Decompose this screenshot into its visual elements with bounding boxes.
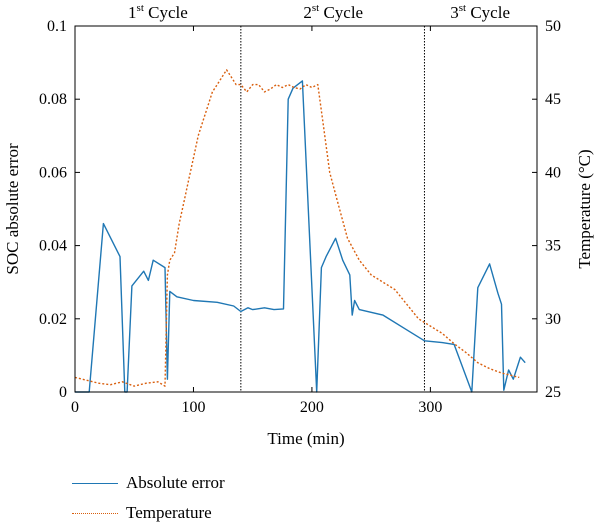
legend-item-absolute-error: Absolute error (72, 468, 225, 498)
legend-swatch-temperature (72, 512, 118, 514)
x-tick-label: 300 (418, 399, 442, 416)
legend: Absolute error Temperature (72, 468, 225, 528)
legend-swatch-absolute-error (72, 482, 118, 484)
y-right-tick-label: 35 (545, 238, 561, 255)
legend-label-temperature: Temperature (126, 503, 212, 522)
series-line-temperature (74, 69, 520, 387)
x-tick-label: 100 (181, 399, 205, 416)
cycle-label: 2st Cycle (303, 2, 363, 22)
y-right-tick-label: 25 (545, 384, 561, 401)
y-right-axis-label: Temperature (°C) (575, 149, 594, 268)
y-right-tick-label: 45 (545, 91, 561, 108)
cycle-label: 3st Cycle (450, 2, 510, 22)
series-line-absolute-error (75, 80, 526, 393)
series-layer (74, 69, 526, 393)
y-left-tick-label: 0.1 (47, 18, 67, 35)
x-tick-label: 200 (300, 399, 324, 416)
cycle-boundaries (240, 26, 425, 392)
x-axis-label: Time (min) (267, 429, 344, 448)
chart-svg: 0 100 200 300 0 0.02 0.04 0.06 0.08 0.1 25 30 35 40 45… (3, 2, 594, 448)
y-left-tick-label: 0.08 (39, 91, 67, 108)
labels: Time (min) SOC absolute error Temperature … (3, 2, 594, 448)
y-left-axis-label: SOC absolute error (3, 143, 22, 275)
legend-item-temperature: Temperature (72, 498, 225, 528)
y-right-tick-label: 50 (545, 18, 561, 35)
y-right-tick-label: 40 (545, 164, 561, 181)
y-right-tick-label: 30 (545, 311, 561, 328)
y-left-tick-label: 0 (59, 384, 67, 401)
y-left-tick-label: 0.04 (39, 238, 67, 255)
x-tick-label: 0 (71, 399, 79, 416)
cycle-label: 1st Cycle (128, 2, 188, 22)
axes: 0 100 200 300 0 0.02 0.04 0.06 0.08 0.1 25 30 35 40 45… (39, 18, 561, 416)
legend-label-absolute-error: Absolute error (126, 473, 225, 492)
plot-frame (74, 25, 538, 393)
y-left-tick-label: 0.02 (39, 311, 67, 328)
y-left-tick-label: 0.06 (39, 164, 67, 181)
